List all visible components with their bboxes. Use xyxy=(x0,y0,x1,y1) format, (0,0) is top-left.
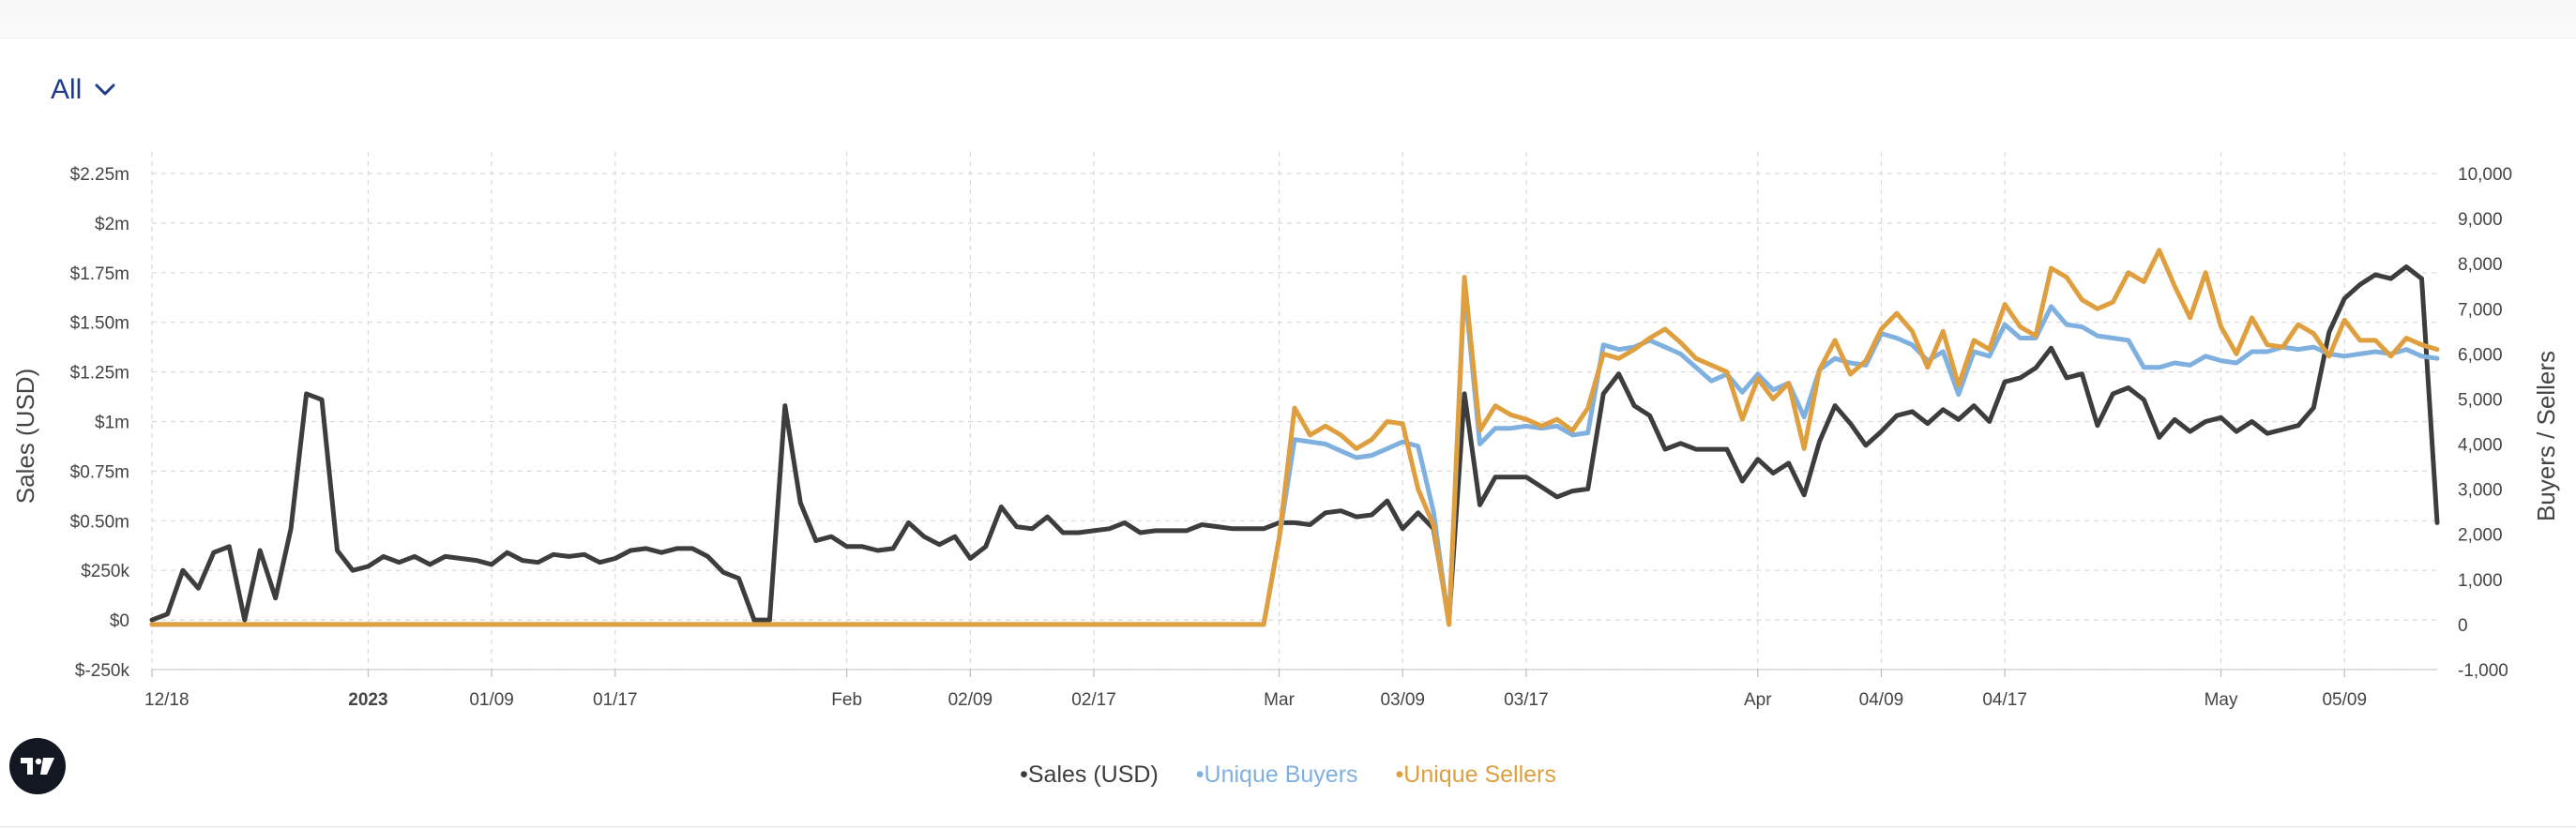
x-tick-label: 02/09 xyxy=(948,690,993,710)
top-strip xyxy=(0,0,2576,38)
x-tick-label: 01/09 xyxy=(469,690,514,710)
x-tick-label: 01/17 xyxy=(593,690,638,710)
y-tick-label-right: 7,000 xyxy=(2458,300,2503,320)
x-tick-label: 2023 xyxy=(348,690,387,710)
y-tick-label-left: $2.25m xyxy=(70,165,129,185)
legend-label: Unique Buyers xyxy=(1204,761,1358,788)
y-tick-label-right: -1,000 xyxy=(2458,661,2508,681)
x-tick-label: 02/17 xyxy=(1071,690,1116,710)
x-axis: 12/18 2023 01/09 01/17 Feb 02/09 02/17 Mar 03/09… xyxy=(144,669,2437,710)
y-tick-label-right: 8,000 xyxy=(2458,255,2503,275)
sales-chart: $-250k $0 $250k $0.50m $0.75m $1m $1.25m $1.50m… xyxy=(11,152,2560,710)
tradingview-mark xyxy=(21,758,54,775)
x-tick-label: May xyxy=(2205,690,2238,710)
y-tick-label-left: $250k xyxy=(81,562,129,581)
x-tick-label: 03/17 xyxy=(1504,690,1549,710)
y-tick-label-left: $2m xyxy=(95,215,129,234)
chart-series xyxy=(149,248,2440,627)
legend-label: Sales (USD) xyxy=(1027,761,1159,788)
y-tick-label-right: 5,000 xyxy=(2458,390,2503,410)
y-tick-label-right: 6,000 xyxy=(2458,345,2503,365)
y-tick-label-left: $1.25m xyxy=(70,364,129,384)
legend-item-unique-sellers[interactable]: • Unique Sellers xyxy=(1396,761,1556,789)
x-tick-label: Mar xyxy=(1264,690,1295,710)
series-line-sales-usd[interactable] xyxy=(149,264,2440,623)
legend-bullet: • xyxy=(1195,761,1205,788)
right-axis: -1,000 0 1,000 2,000 3,000 4,000 5,000 6,000 7,0… xyxy=(2458,165,2512,681)
y-tick-label-left: $-250k xyxy=(75,661,130,681)
y-tick-label-left: $1m xyxy=(95,414,129,433)
y-tick-label-left: $1.75m xyxy=(70,264,129,284)
x-tick-label: 05/09 xyxy=(2322,690,2367,710)
chart-legend: • Sales (USD) • Unique Buyers • Unique S… xyxy=(0,761,2576,789)
y-tick-label-right: 3,000 xyxy=(2458,481,2503,501)
legend-item-sales[interactable]: • Sales (USD) xyxy=(1020,761,1159,789)
left-axis: $-250k $0 $250k $0.50m $0.75m $1m $1.25m $1.50m… xyxy=(70,165,130,681)
filter-label: All xyxy=(51,74,83,105)
y-tick-label-right: 10,000 xyxy=(2458,165,2512,185)
y-tick-label-left: $0 xyxy=(110,611,129,631)
x-tick-label: 03/09 xyxy=(1380,690,1425,710)
y-axis-title-right: Buyers / Sellers xyxy=(2532,351,2560,521)
legend-bullet: • xyxy=(1020,761,1028,788)
series-line-unique-buyers[interactable] xyxy=(149,283,2440,627)
legend-item-unique-buyers[interactable]: • Unique Buyers xyxy=(1196,761,1358,789)
x-tick-label: 04/17 xyxy=(1982,690,2027,710)
x-tick-label: Apr xyxy=(1744,690,1772,710)
y-tick-label-right: 2,000 xyxy=(2458,526,2503,546)
y-tick-label-right: 1,000 xyxy=(2458,571,2503,591)
y-tick-label-left: $1.50m xyxy=(70,314,129,334)
y-tick-label-right: 4,000 xyxy=(2458,436,2503,456)
x-tick-label: 04/09 xyxy=(1859,690,1904,710)
y-tick-label-right: 9,000 xyxy=(2458,210,2503,230)
y-tick-label-left: $0.50m xyxy=(70,512,129,532)
legend-bullet: • xyxy=(1395,761,1404,788)
y-tick-label-left: $0.75m xyxy=(70,462,129,482)
tradingview-logo-icon[interactable] xyxy=(9,738,66,794)
chart-panel xyxy=(0,38,2576,827)
x-tick-label: Feb xyxy=(831,690,862,710)
chevron-down-icon xyxy=(95,83,115,96)
legend-label: Unique Sellers xyxy=(1403,761,1556,788)
series-line-unique-sellers[interactable] xyxy=(149,248,2440,627)
x-tick-label: 12/18 xyxy=(144,690,189,710)
y-axis-title-left: Sales (USD) xyxy=(11,369,39,504)
y-tick-label-right: 0 xyxy=(2458,616,2468,636)
filter-dropdown[interactable]: All xyxy=(51,71,115,109)
